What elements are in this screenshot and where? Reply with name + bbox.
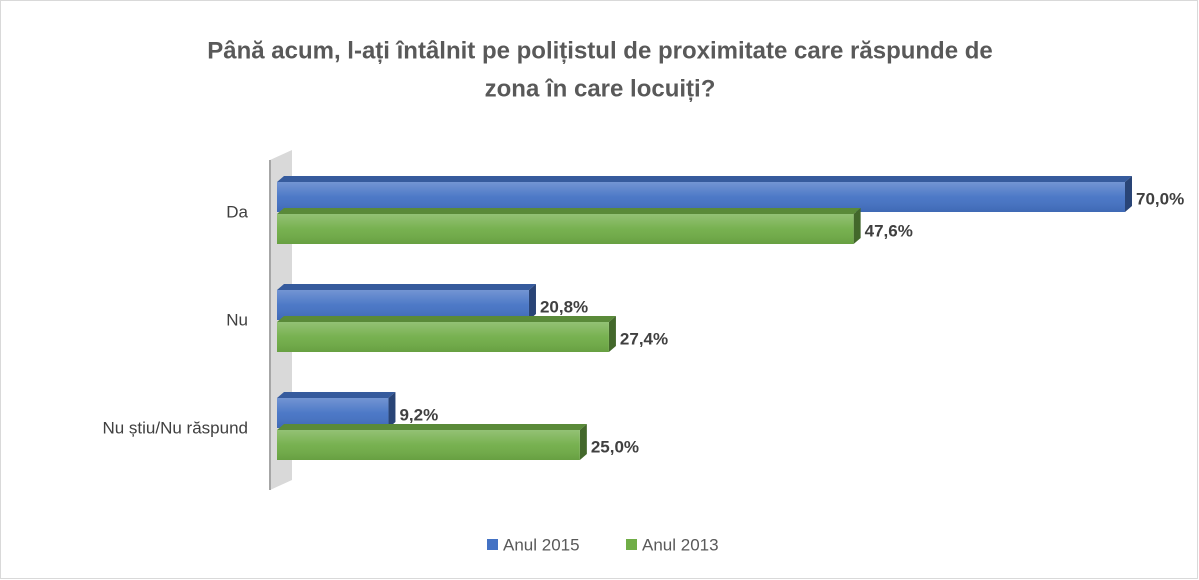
bar-shine <box>277 182 1125 212</box>
category-label: Nu știu/Nu răspund <box>102 418 248 437</box>
legend-swatch <box>487 539 498 550</box>
value-label: 20,8% <box>540 297 588 316</box>
bar-top <box>277 316 616 322</box>
legend-swatch <box>626 539 637 550</box>
value-label: 70,0% <box>1136 189 1184 208</box>
bar-side <box>388 392 396 428</box>
value-label: 9,2% <box>399 405 438 424</box>
bar-shine <box>277 214 854 244</box>
bar-shine <box>277 430 580 460</box>
bar-top <box>277 392 396 398</box>
bar-shine <box>277 398 389 428</box>
bar-side <box>608 316 616 352</box>
value-label: 25,0% <box>591 437 639 456</box>
bar-shine <box>277 322 609 352</box>
value-label: 47,6% <box>865 221 913 240</box>
bar-side <box>1125 176 1132 212</box>
bar-side <box>528 284 536 320</box>
bar-top <box>277 208 861 214</box>
value-label: 27,4% <box>620 329 668 348</box>
legend-label: Anul 2015 <box>503 535 580 554</box>
chart-title: zona în care locuiți? <box>485 75 716 102</box>
bar-top <box>277 176 1132 182</box>
category-label: Da <box>226 202 248 221</box>
chart-title: Până acum, l-ați întâlnit pe polițistul … <box>207 37 993 64</box>
bar-top <box>277 284 536 290</box>
bar-top <box>277 424 587 430</box>
bar-side <box>853 208 861 244</box>
bar-side <box>579 424 587 460</box>
legend-label: Anul 2013 <box>642 535 719 554</box>
bar-shine <box>277 290 529 320</box>
category-label: Nu <box>226 310 248 329</box>
